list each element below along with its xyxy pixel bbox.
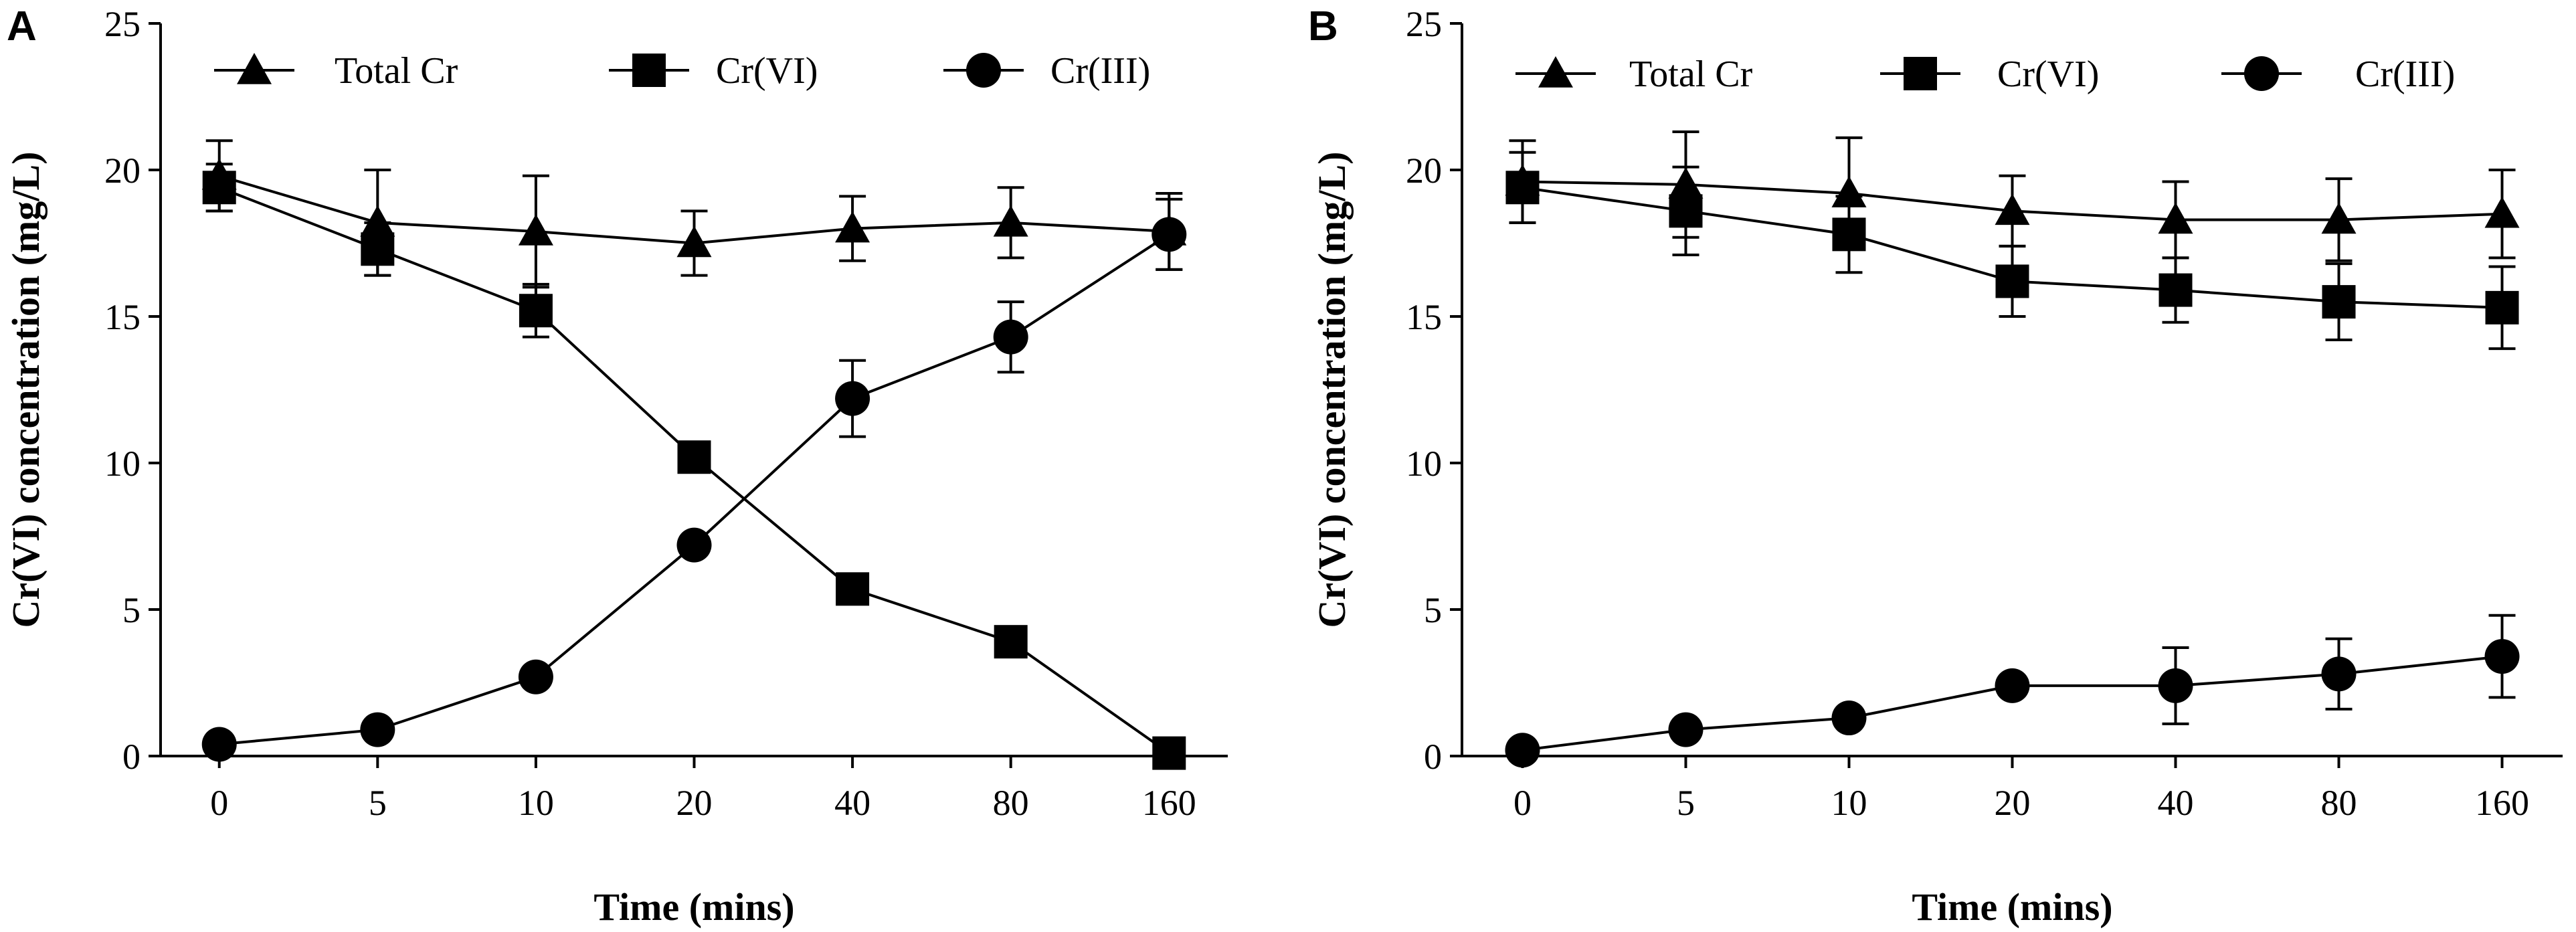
data-point [1831, 701, 1867, 736]
y-tick-label: 20 [104, 151, 141, 191]
data-point [677, 440, 711, 474]
y-tick-label: 25 [104, 4, 141, 44]
y-axis-title: Cr(VI) concentration (mg/L) [1310, 152, 1354, 628]
y-tick-label: 10 [104, 444, 141, 484]
data-point [201, 727, 237, 762]
data-point [993, 205, 1028, 237]
x-tick-label: 40 [2158, 783, 2194, 823]
series-cr-vi- [202, 163, 1186, 770]
legend: Total Cr Cr(VI) Cr(III) [214, 50, 1150, 92]
data-point [1152, 217, 1187, 252]
data-point [1995, 264, 2029, 298]
y-tick-label: 15 [1406, 297, 1442, 337]
data-point [2158, 202, 2193, 234]
data-point [1832, 217, 1866, 252]
series-line [219, 233, 1170, 746]
panel-letter: A [7, 3, 37, 50]
legend-marker [2244, 56, 2279, 91]
x-tick-label: 10 [518, 783, 554, 823]
x-axis-title: Time (mins) [593, 885, 794, 929]
data-point [2322, 285, 2356, 319]
y-axis-title: Cr(VI) concentration (mg/L) [4, 152, 48, 628]
x-tick-label: 10 [1831, 783, 1867, 823]
y-tick-label: 0 [1424, 737, 1442, 777]
panel-letter: B [1308, 3, 1338, 50]
x-tick-label: 80 [993, 783, 1029, 823]
x-tick-label: 20 [1995, 783, 2031, 823]
x-axis-title: Time (mins) [1912, 885, 2112, 929]
y-tick-label: 5 [1424, 590, 1442, 630]
x-tick-label: 5 [369, 783, 387, 823]
data-point [1668, 712, 1704, 747]
series-total-cr [201, 139, 1187, 289]
legend-marker [1538, 56, 1573, 88]
data-point [360, 205, 395, 237]
y-tick-label: 25 [1406, 4, 1442, 44]
data-point [2321, 656, 2357, 692]
data-point [836, 572, 870, 606]
data-point [360, 712, 395, 747]
x-tick-label: 20 [676, 783, 713, 823]
data-point [2484, 196, 2520, 228]
y-tick-label: 15 [104, 297, 141, 337]
x-tick-label: 0 [210, 783, 228, 823]
data-point [361, 232, 395, 266]
legend-label: Cr(III) [1050, 50, 1150, 92]
panel-b: B 0 5 10 15 20 25 0 5 10 20 40 80 160 Time (mins) Cr(VI… [1308, 3, 2563, 929]
legend-label: Cr(III) [2355, 54, 2455, 95]
legend-label: Cr(VI) [1997, 54, 2099, 95]
legend-label: Total Cr [1629, 54, 1753, 95]
x-tick-label: 160 [2475, 783, 2529, 823]
data-point [2485, 290, 2519, 324]
data-point [1152, 736, 1186, 770]
data-point [2158, 273, 2193, 307]
data-point [2158, 668, 2193, 703]
data-point [1669, 194, 1703, 228]
legend: Total Cr Cr(VI) Cr(III) [1515, 54, 2455, 95]
x-tick-label: 5 [1677, 783, 1695, 823]
data-point [518, 659, 553, 694]
series-cr-iii- [201, 197, 1187, 762]
data-point [994, 625, 1028, 659]
y-tick-label: 0 [122, 737, 141, 777]
legend-marker [237, 53, 272, 84]
data-point [1995, 193, 2030, 225]
data-point [518, 213, 553, 246]
legend-marker [632, 54, 666, 87]
y-tick-label: 20 [1406, 151, 1442, 191]
data-point [519, 294, 553, 328]
data-point [835, 381, 870, 416]
data-point [1995, 668, 2030, 703]
data-point [835, 211, 870, 243]
x-tick-label: 40 [834, 783, 870, 823]
data-point [1505, 733, 1540, 768]
x-tick-label: 80 [2321, 783, 2357, 823]
data-point [1505, 171, 1540, 205]
legend-marker [1904, 57, 1937, 90]
data-point [202, 171, 236, 205]
x-tick-label: 0 [1513, 783, 1532, 823]
legend-label: Total Cr [335, 50, 458, 92]
y-tick-label: 5 [122, 590, 141, 630]
data-point [1831, 176, 1867, 207]
y-tick-label: 10 [1406, 444, 1442, 484]
data-point [993, 319, 1028, 355]
data-point [676, 527, 712, 563]
legend-marker [966, 53, 1001, 88]
data-point [676, 225, 712, 258]
series-cr-vi- [1505, 151, 2519, 351]
legend-label: Cr(VI) [716, 50, 818, 92]
data-point [2484, 639, 2520, 674]
data-point [2321, 202, 2357, 234]
series-total-cr [1505, 130, 2520, 262]
panel-a: A 0 5 10 15 20 25 0 5 10 20 40 80 160 Time (mins) Cr(VI… [4, 3, 1228, 929]
series-cr-iii- [1505, 614, 2520, 768]
x-tick-label: 160 [1142, 783, 1196, 823]
